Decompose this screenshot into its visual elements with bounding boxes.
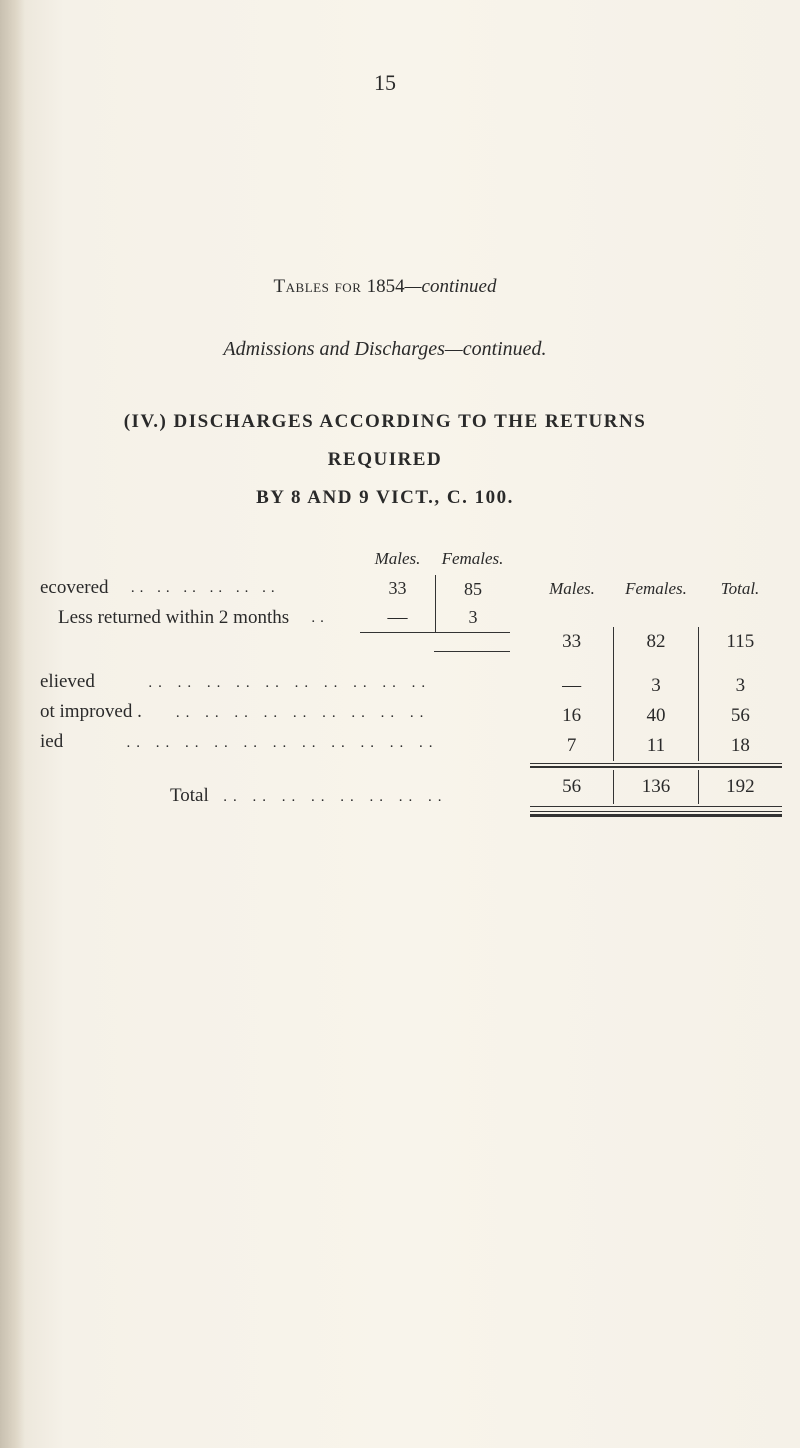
label-text: Less returned within 2 months [58,607,289,628]
cell-males: 56 [530,770,614,804]
cell-total: 3 [699,671,782,701]
main-table: 33 82 115 — 3 3 16 40 56 7 11 [530,607,782,814]
label-not-improved: ot improved . .. .. .. .. .. .. .. .. .. [40,701,429,723]
cell-males: 16 [530,701,614,731]
section-heading: (IV.) DISCHARGES ACCORDING TO THE RETURN… [30,403,740,517]
leader-dots: .. .. .. .. .. .. .. .. .. .. .. [68,735,439,751]
inset-header-row: Males. Females. [360,549,510,569]
label-text: ot improved . [40,701,142,722]
label-died: ied .. .. .. .. .. .. .. .. .. .. .. [40,731,438,753]
tables-for-line: Tables for 1854—continued [30,276,740,298]
table-row: 33 82 115 [530,627,782,657]
cell-females: 82 [614,627,698,657]
label-text: ied [40,731,63,752]
section-heading-line1: (IV.) DISCHARGES ACCORDING TO THE RETURN… [70,403,700,479]
tables-for-year: 1854 [367,276,405,297]
cell-total: 56 [699,701,782,731]
rule [530,766,782,768]
double-rule [530,811,782,814]
label-text: ecovered [40,577,109,598]
leader-dots: .. .. .. .. .. .. .. .. [214,789,448,805]
main-header-males: Males. [530,579,614,599]
table-row: — 3 3 [530,671,782,701]
page-number: 15 [30,70,740,96]
page: 15 Tables for 1854—continued Admissions … [0,0,800,1448]
leader-dots: .. .. .. .. .. .. .. .. .. .. [100,675,432,691]
binding-shadow [0,0,25,1448]
main-header-females: Females. [614,579,698,599]
cell-males: 33 [530,627,614,657]
inset-cell: 3 [469,607,478,628]
main-header-total: Total. [698,579,782,599]
label-less-returned: Less returned within 2 months .. [58,607,329,629]
cell-total: 115 [699,627,782,657]
inset-cell: — [388,606,408,629]
table-total-row: 56 136 192 [530,770,782,804]
inset-extra-rule [434,651,510,652]
label-total: Total .. .. .. .. .. .. .. .. [170,785,448,807]
leader-dots: .. .. .. .. .. .. [113,580,279,596]
spacer [530,657,614,671]
main-header-row: Males. Females. Total. [530,579,782,599]
table-row [530,657,782,671]
table-region: Males. Females. 33 — 85 3 Males. Females… [40,549,740,829]
spacer [699,657,782,671]
cell-females: 40 [614,701,698,731]
cell-females: 11 [614,731,698,761]
inset-cell: 85 [464,579,482,600]
cell-males: — [530,671,614,701]
inset-box: 33 — 85 3 [360,575,510,633]
table-row [530,607,782,627]
section-heading-line2: BY 8 AND 9 VICT., C. 100. [70,479,700,517]
cell-total: 18 [699,731,782,761]
cell-females: 3 [614,671,698,701]
cell-males: 7 [530,731,614,761]
label-relieved: elieved .. .. .. .. .. .. .. .. .. .. [40,671,431,693]
admissions-line: Admissions and Discharges—continued. [30,338,740,361]
spacer [614,657,698,671]
rule [530,763,782,764]
cell-females: 136 [614,770,698,804]
label-text: Total [170,785,209,806]
inset-header-females: Females. [435,549,510,569]
inset-cell: 33 [389,578,407,599]
label-recovered: ecovered .. .. .. .. .. .. [40,577,280,599]
tables-for-prefix: Tables for [274,276,367,297]
cell-total: 192 [699,770,782,804]
inset-col-females: 85 3 [435,575,510,632]
table-row: 7 11 18 [530,731,782,761]
leader-dots: .. [294,610,329,626]
label-text: elieved [40,671,95,692]
inset-col-males: 33 — [360,575,435,632]
tables-for-suffix: —continued [405,276,497,297]
table-row: 16 40 56 [530,701,782,731]
leader-dots: .. .. .. .. .. .. .. .. .. [147,705,430,721]
inset-header-males: Males. [360,549,435,569]
rule [530,806,782,807]
